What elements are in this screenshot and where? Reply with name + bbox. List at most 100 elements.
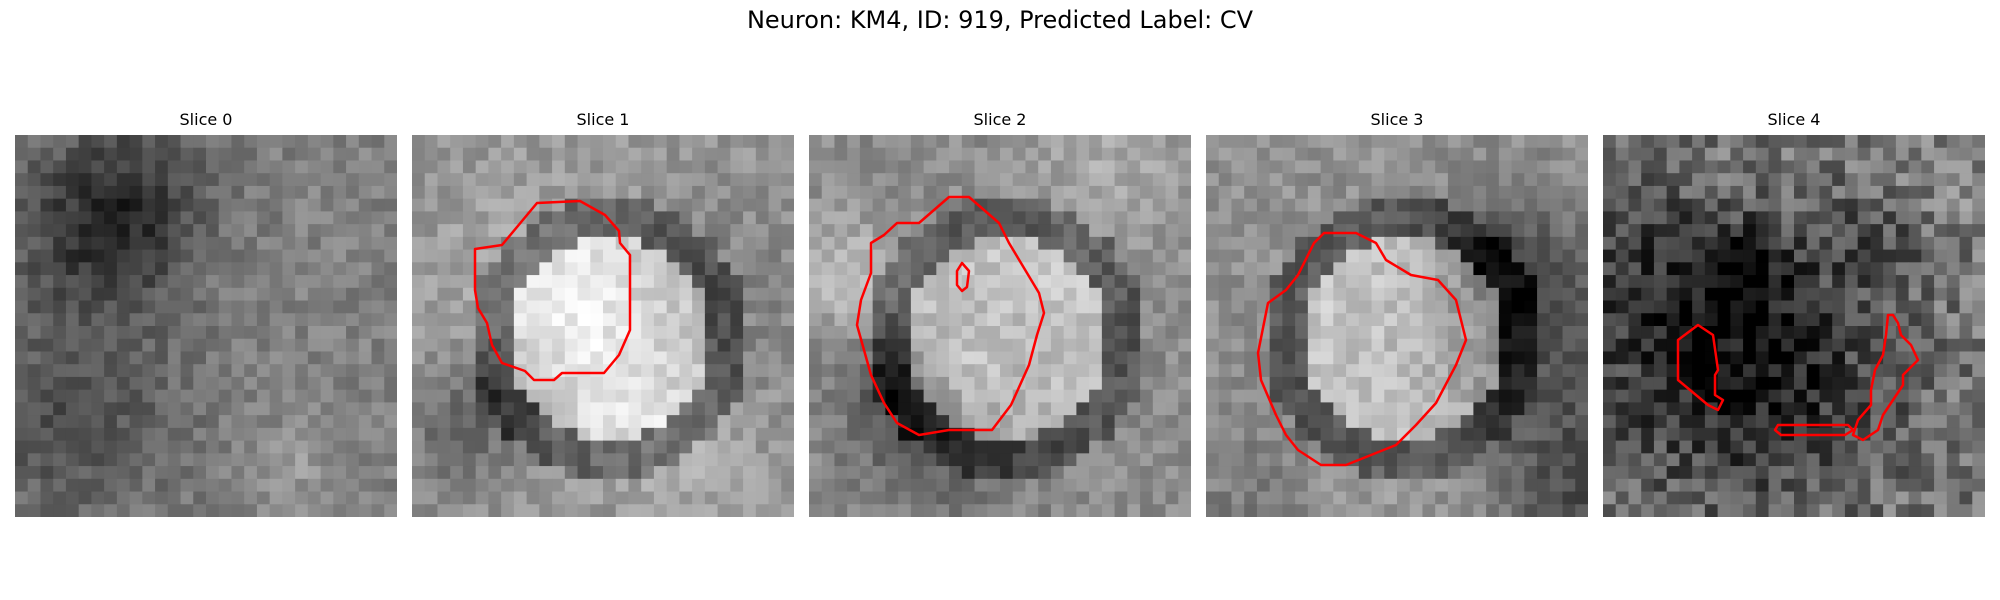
pixel [1178,313,1191,327]
pixel [333,300,347,314]
pixel [15,262,29,276]
pixel [1076,389,1090,403]
pixel [91,504,105,517]
pixel [641,351,655,365]
pixel [781,351,794,365]
pixel [424,211,439,225]
pixel [1218,415,1233,429]
pixel [1473,249,1487,263]
pixel [1409,415,1424,429]
pixel [116,491,131,505]
pixel [1549,351,1564,365]
pixel [781,478,794,493]
pixel [40,236,54,251]
pixel [679,198,693,212]
pixel [27,135,42,149]
pixel [1844,326,1859,340]
slice-title-4: Slice 4 [1767,110,1821,129]
pixel [412,160,426,174]
pixel [65,427,80,442]
pixel [1050,135,1065,149]
pixel [513,313,528,327]
pixel [590,389,604,403]
pixel [1781,453,1795,467]
pixel [1140,466,1154,480]
pixel [1615,236,1630,251]
pixel [244,300,258,314]
pixel [1575,236,1588,251]
pixel [885,236,899,251]
pixel [1282,427,1296,442]
pixel [641,147,655,162]
pixel [1844,466,1859,480]
pixel [78,376,92,391]
pixel [180,262,194,276]
pixel [704,211,719,225]
pixel [1946,364,1961,378]
pixel [1460,135,1474,149]
pixel [898,135,912,149]
pixel [180,504,194,517]
pixel [885,173,899,187]
pixel [1549,389,1564,403]
pixel [961,491,976,505]
pixel [653,173,668,187]
pixel [1206,504,1220,517]
pixel [1089,466,1103,480]
pixel [1063,389,1077,403]
pixel [1269,173,1283,187]
pixel [1012,478,1027,493]
pixel [1628,338,1642,353]
pixel [1562,275,1576,289]
pixel [564,287,579,302]
pixel [641,402,655,416]
pixel [1050,478,1065,493]
pixel [501,338,515,353]
pixel [1562,198,1576,212]
pixel [1870,313,1884,327]
pixel [821,491,836,505]
pixel [1895,453,1910,467]
pixel [282,287,296,302]
pixel [1704,135,1719,149]
pixel [755,466,770,480]
pixel [218,275,233,289]
pixel [1269,135,1283,149]
pixel [155,198,169,212]
pixel [859,147,874,162]
pixel [15,504,29,517]
pixel [1832,478,1846,493]
pixel [142,211,156,225]
pixel [1615,440,1630,454]
pixel [1498,453,1513,467]
pixel [462,173,477,187]
pixel [1231,402,1245,416]
pixel [1269,376,1283,391]
pixel [295,415,309,429]
pixel [282,466,296,480]
pixel [1819,262,1833,276]
pixel [1397,326,1411,340]
pixel [1511,198,1525,212]
pixel [590,224,604,238]
pixel [15,236,29,251]
pixel [1256,287,1271,302]
pixel [679,224,693,238]
pixel [424,491,439,505]
pixel [180,135,194,149]
pixel [358,262,373,276]
pixel [1152,376,1167,391]
pixel [1768,287,1782,302]
pixel [936,262,950,276]
pixel [1101,504,1116,517]
pixel [936,415,950,429]
pixel [1333,326,1347,340]
pixel [755,160,770,174]
pixel [755,275,770,289]
pixel [1244,491,1258,505]
pixel [1653,249,1668,263]
pixel [1486,313,1500,327]
pixel [1692,440,1706,454]
pixel [371,453,385,467]
pixel [513,491,528,505]
